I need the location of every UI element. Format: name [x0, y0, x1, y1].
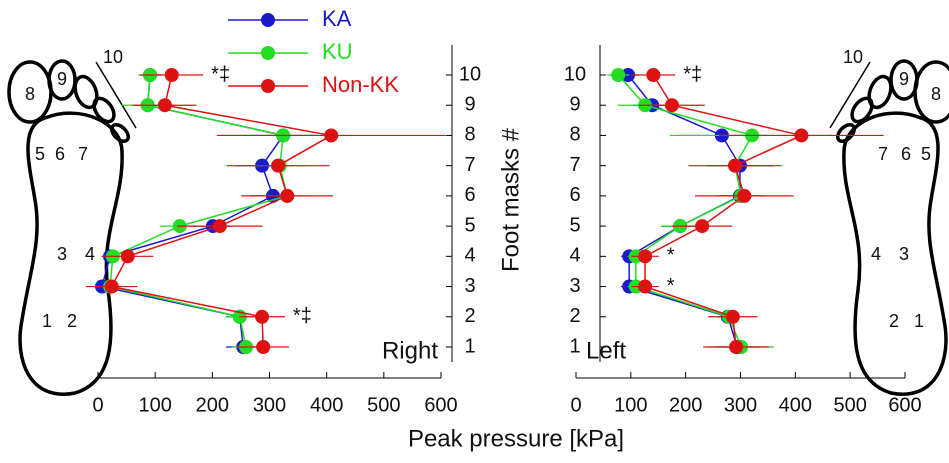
left-foot-outline: [829, 59, 949, 396]
series-line: [110, 74, 334, 348]
foot-region-label: 6: [901, 144, 911, 164]
y-tick-label: 3: [464, 275, 475, 297]
data-point: [737, 188, 752, 203]
foot-region-label: 2: [889, 311, 899, 331]
foot-region-label: 7: [78, 144, 88, 164]
annotation: *‡: [293, 305, 312, 327]
x-tick-label: 600: [424, 394, 457, 416]
foot-region-label: 8: [931, 84, 941, 104]
foot-region-label: 8: [25, 84, 35, 104]
x-axis-label: Peak pressure [kPa]: [408, 425, 624, 452]
y-tick-label: 1: [464, 335, 475, 357]
foot-region-label: 5: [921, 144, 931, 164]
y-tick-label: 2: [464, 305, 475, 327]
y-tick-label: 10: [564, 63, 586, 85]
annotation: *: [667, 275, 675, 297]
data-point: [695, 219, 710, 234]
y-tick-label: 1: [569, 335, 580, 357]
y-tick-label: 9: [464, 94, 475, 116]
data-point: [280, 188, 295, 203]
foot-region-label: 5: [35, 144, 45, 164]
series-line: [617, 74, 754, 348]
y-tick-label: 6: [464, 184, 475, 206]
x-tick-label: 0: [570, 394, 581, 416]
y-tick-label: 2: [569, 305, 580, 327]
y-tick-label: 6: [569, 184, 580, 206]
foot-region-label: 4: [871, 244, 881, 264]
data-point: [324, 128, 339, 143]
x-tick-label: 100: [614, 394, 647, 416]
y-axis-label: Foot masks #: [497, 127, 524, 272]
foot-region-label: 2: [67, 311, 77, 331]
x-tick-label: 0: [92, 394, 103, 416]
x-tick-label: 400: [310, 394, 343, 416]
y-tick-label: 5: [464, 214, 475, 236]
legend-label: KA: [322, 6, 352, 31]
x-tick-label: 100: [138, 394, 171, 416]
foot-region-label: 1: [914, 311, 924, 331]
y-tick-label: 8: [464, 124, 475, 146]
legend-label: Non-KK: [322, 72, 399, 97]
data-point: [729, 340, 744, 354]
foot-region-label: 10: [103, 47, 123, 67]
legend-marker: [261, 79, 275, 93]
x-tick-label: 200: [669, 394, 702, 416]
annotation: *‡: [683, 63, 702, 85]
foot-region-label: 3: [57, 244, 67, 264]
data-point: [271, 158, 286, 173]
data-point: [794, 128, 809, 143]
data-point: [638, 249, 653, 264]
data-point: [664, 98, 679, 113]
foot-region-label: 7: [878, 144, 888, 164]
legend-label: KU: [322, 39, 353, 64]
foot-region-label: 3: [899, 244, 909, 264]
panel-label: Left: [586, 337, 626, 364]
annotation: *: [667, 245, 675, 267]
foot-region-label: 1: [42, 311, 52, 331]
data-point: [646, 68, 661, 82]
x-tick-label: 300: [724, 394, 757, 416]
y-tick-label: 4: [464, 245, 475, 267]
panel-label: Right: [382, 337, 438, 364]
foot-region-label: 6: [55, 144, 65, 164]
x-tick-label: 300: [253, 394, 286, 416]
legend-marker: [261, 13, 275, 27]
data-point: [104, 279, 119, 294]
x-tick-label: 500: [833, 394, 866, 416]
right-foot-outline: [7, 59, 137, 396]
data-point: [728, 158, 743, 173]
y-tick-label: 9: [569, 94, 580, 116]
y-tick-label: 5: [569, 214, 580, 236]
foot-region-label: 10: [843, 47, 863, 67]
data-point: [725, 309, 740, 324]
data-point: [212, 219, 227, 234]
data-point: [120, 249, 135, 264]
data-point: [164, 68, 179, 82]
foot-region-label: 9: [57, 69, 67, 89]
data-point: [611, 68, 626, 82]
data-point: [255, 309, 270, 324]
series-line: [644, 74, 804, 348]
series-line: [109, 74, 289, 348]
data-point: [256, 340, 271, 354]
x-tick-label: 400: [779, 394, 812, 416]
x-tick-label: 200: [196, 394, 229, 416]
legend-marker: [261, 46, 275, 60]
annotation: *‡: [211, 63, 230, 85]
foot-region-label: 9: [899, 69, 909, 89]
y-tick-label: 4: [569, 245, 580, 267]
data-point: [638, 279, 653, 294]
y-tick-label: 7: [464, 154, 475, 176]
y-tick-label: 7: [569, 154, 580, 176]
y-tick-label: 3: [569, 275, 580, 297]
data-point: [157, 98, 172, 113]
y-tick-label: 10: [459, 63, 481, 85]
foot-region-label: 4: [85, 244, 95, 264]
y-tick-label: 8: [569, 124, 580, 146]
x-tick-label: 600: [888, 394, 921, 416]
x-tick-label: 500: [367, 394, 400, 416]
